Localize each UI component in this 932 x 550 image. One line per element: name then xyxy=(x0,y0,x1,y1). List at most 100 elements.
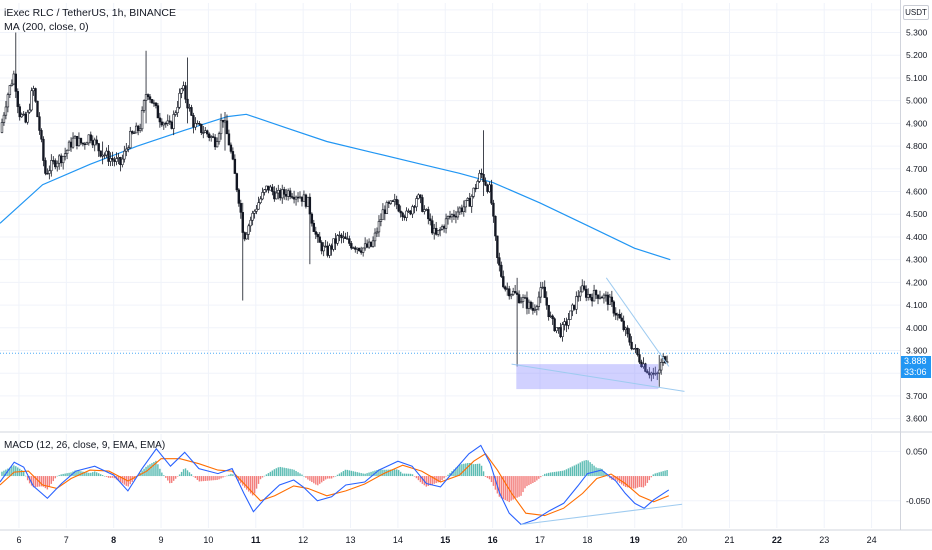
macd-histogram-bar xyxy=(524,476,526,489)
macd-histogram-bar xyxy=(613,476,615,480)
macd-histogram-bar xyxy=(431,476,433,485)
candle xyxy=(26,109,29,125)
candle xyxy=(32,85,35,96)
candle xyxy=(290,193,294,200)
candle xyxy=(446,215,450,225)
candle-body-down xyxy=(54,160,57,168)
candle xyxy=(318,232,321,243)
candle xyxy=(596,294,600,305)
candle xyxy=(213,134,217,150)
candle xyxy=(500,261,503,279)
macd-histogram-bar xyxy=(607,475,609,477)
macd-trendline[interactable] xyxy=(520,503,683,526)
drawing-annotations[interactable] xyxy=(511,277,685,392)
macd-histogram-bar xyxy=(419,476,422,483)
candle xyxy=(547,304,550,321)
candle-body-down xyxy=(427,209,430,220)
candle-body-down xyxy=(500,264,503,277)
macd-histogram-bar xyxy=(184,468,187,477)
candle xyxy=(140,106,144,132)
candle xyxy=(583,280,586,291)
macd-histogram-bar xyxy=(249,476,252,494)
macd-histogram-bar xyxy=(62,473,64,477)
macd-histogram-bar xyxy=(210,476,212,481)
candle xyxy=(275,187,278,200)
macd-histogram-bar xyxy=(202,476,204,482)
candle-body-down xyxy=(192,115,195,128)
macd-histogram-bar xyxy=(386,469,388,477)
candle-body-down xyxy=(231,151,235,160)
macd-histogram-bar xyxy=(360,473,362,477)
candle-body-up xyxy=(196,123,199,125)
candle xyxy=(30,87,33,112)
candle-body-up xyxy=(367,241,371,248)
candle xyxy=(52,156,55,165)
candle-body-up xyxy=(105,150,108,156)
trendline[interactable] xyxy=(605,277,670,367)
candle xyxy=(87,134,91,146)
candle xyxy=(614,307,617,321)
macd-histogram-bar xyxy=(1,471,3,477)
candle-body-up xyxy=(417,194,420,199)
candle-body-down xyxy=(636,347,639,355)
macd-histogram-bar xyxy=(42,476,45,487)
candle-body-down xyxy=(482,174,485,182)
candle xyxy=(328,243,331,259)
macd-histogram-bar xyxy=(528,476,530,486)
macd-histogram-bar xyxy=(362,473,364,477)
price-tick-label: 4.800 xyxy=(906,141,928,151)
macd-histogram-bar xyxy=(265,474,268,477)
macd-histogram-bar xyxy=(534,476,536,482)
macd-histogram-bar xyxy=(46,476,49,490)
macd-histogram-bar xyxy=(563,470,566,477)
candle-body-down xyxy=(206,130,209,135)
time-tick-label: 24 xyxy=(867,535,877,545)
candle xyxy=(221,119,225,128)
candle xyxy=(188,103,191,112)
candle-body-down xyxy=(168,120,171,123)
macd-histogram-bar xyxy=(251,476,254,496)
candle xyxy=(350,240,353,250)
candle xyxy=(425,208,428,211)
candle xyxy=(482,130,485,197)
candle-body-down xyxy=(383,209,387,214)
macd-histogram-bar xyxy=(512,476,514,500)
candle-body-up xyxy=(658,369,661,374)
candle xyxy=(306,196,310,207)
macd-histogram-bar xyxy=(368,472,370,477)
macd-histogram-bar xyxy=(630,476,633,489)
candle-body-up xyxy=(265,185,268,190)
candle xyxy=(602,293,606,304)
macd-histogram-bar xyxy=(92,472,94,477)
ma-indicator-label[interactable]: MA (200, close, 0) xyxy=(4,21,89,33)
candle xyxy=(231,147,235,161)
candle-body-down xyxy=(513,291,517,294)
trendline[interactable] xyxy=(511,363,685,392)
candle-body-down xyxy=(52,160,55,162)
macd-histogram-bar xyxy=(232,474,234,477)
candle xyxy=(458,206,462,216)
currency-badge[interactable]: USDT xyxy=(903,5,929,20)
candle xyxy=(314,226,317,240)
candle xyxy=(304,193,308,209)
macd-histogram-bar xyxy=(510,476,512,501)
candle-body-up xyxy=(71,137,75,148)
candle-body-down xyxy=(221,119,225,123)
time-tick-label: 12 xyxy=(298,535,308,545)
macd-histogram-bar xyxy=(441,476,443,481)
candle xyxy=(427,206,430,225)
candlestick-series xyxy=(0,32,669,387)
candle-body-down xyxy=(594,290,598,296)
candle-body-up xyxy=(85,142,89,145)
candle xyxy=(395,195,398,210)
macd-histogram-bar xyxy=(559,471,562,477)
macd-indicator-label[interactable]: MACD (12, 26, close, 9, EMA, EMA) xyxy=(4,440,166,451)
candle-body-up xyxy=(0,122,4,133)
candle xyxy=(281,184,284,204)
candle xyxy=(170,120,173,130)
candle xyxy=(312,219,316,232)
candle-body-down xyxy=(304,194,308,207)
candle-body-up xyxy=(115,158,118,162)
macd-histogram-bar xyxy=(267,473,270,477)
